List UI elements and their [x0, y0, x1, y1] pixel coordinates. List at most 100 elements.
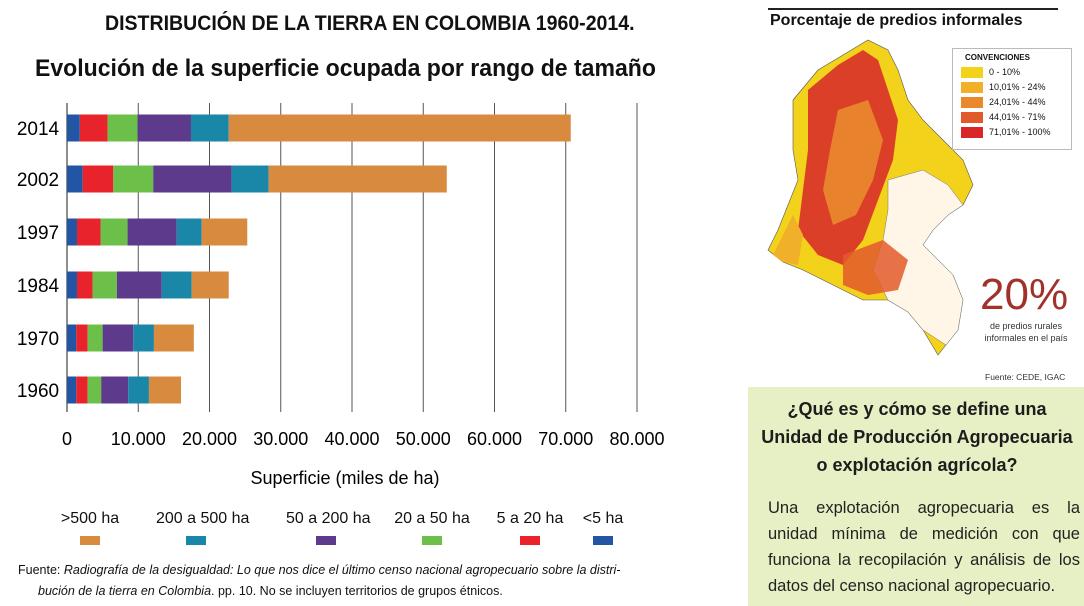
colombia-map: [767, 39, 974, 356]
bar-segment: [100, 218, 128, 246]
bar-segment: [107, 114, 138, 142]
source-italic-2: bución de la tierra en Colombia: [38, 584, 212, 598]
y-tick-label: 2002: [17, 170, 59, 191]
bar-segment: [153, 165, 232, 193]
legend-item: 50 a 200 ha: [286, 510, 371, 527]
bar-segment: [201, 218, 248, 246]
legend-item: 200 a 500 ha: [156, 510, 250, 527]
bar-segment: [76, 376, 88, 404]
bar-segment: [190, 114, 229, 142]
map-legend-swatch: [961, 127, 983, 139]
bar-segment: [153, 324, 194, 352]
info-panel: ¿Qué es y cómo se define una Unidad de P…: [748, 387, 1084, 606]
info-question: ¿Qué es y cómo se define una Unidad de P…: [761, 399, 1073, 475]
chart-title: DISTRIBUCIÓN DE LA TIERRA EN COLOMBIA 19…: [105, 12, 635, 35]
x-tick-label: 70.000: [538, 429, 593, 449]
legend-swatch: [316, 536, 336, 545]
bar-segment: [76, 271, 93, 299]
y-tick-label: 2014: [17, 119, 60, 140]
y-tick-label: 1984: [17, 276, 60, 297]
chart-bars: [67, 114, 571, 404]
map-legend-title: CONVENCIONES: [965, 53, 1030, 62]
bar-segment: [127, 218, 177, 246]
bar-segment: [191, 271, 229, 299]
map-legend-swatch: [961, 112, 983, 124]
bar-segment: [133, 324, 154, 352]
bar-segment: [79, 114, 108, 142]
bar-segment: [67, 324, 77, 352]
bar-segment: [67, 271, 77, 299]
bar-segment: [67, 376, 77, 404]
legend-item: 5 a 20 ha: [496, 510, 564, 527]
source-prefix: Fuente:: [18, 563, 64, 577]
bar-segment: [128, 376, 149, 404]
x-tick-label: 40.000: [324, 429, 379, 449]
bar-segment: [116, 271, 162, 299]
legend-swatch: [80, 536, 100, 545]
bar-segment: [148, 376, 181, 404]
bar-segment: [161, 271, 192, 299]
bar-segment: [176, 218, 202, 246]
map-legend-row: 71,01% - 100%: [961, 127, 1051, 139]
map-legend-row: 44,01% - 71%: [961, 112, 1046, 124]
left-panel: DISTRIBUCIÓN DE LA TIERRA EN COLOMBIA 19…: [17, 12, 738, 602]
source-rest: . pp. 10. No se incluyen territorios de …: [211, 584, 503, 598]
bar-segment: [67, 165, 83, 193]
bar-segment: [87, 376, 102, 404]
x-tick-label: 20.000: [182, 429, 237, 449]
legend-swatch: [422, 536, 442, 545]
map-source: Fuente: CEDE, IGAC: [985, 372, 1066, 382]
bar-segment: [76, 324, 88, 352]
bar-segment: [231, 165, 269, 193]
map-legend-label: 71,01% - 100%: [989, 127, 1051, 137]
legend-item: >500 ha: [60, 510, 120, 527]
legend-swatch: [186, 536, 206, 545]
right-panel: Porcentaje de predios informales CONVENC…: [748, 0, 1084, 606]
y-tick-label: 1997: [17, 223, 59, 244]
bar-segment: [113, 165, 154, 193]
map-legend: CONVENCIONES 0 - 10% 10,01% - 24% 24,01% -…: [952, 48, 1072, 150]
bar-segment: [82, 165, 114, 193]
bar-segment: [101, 376, 129, 404]
map-legend-swatch: [961, 82, 983, 94]
big-percentage-label: de predios rurales informales en el país: [984, 321, 1068, 343]
map-panel: Porcentaje de predios informales CONVENC…: [748, 0, 1084, 385]
map-legend-row: 24,01% - 44%: [961, 97, 1046, 109]
x-axis-label: Superficie (miles de ha): [250, 468, 439, 488]
x-tick-label: 0: [62, 429, 72, 449]
map-legend-swatch: [961, 97, 983, 109]
bar-segment: [67, 114, 80, 142]
bar-segment: [92, 271, 117, 299]
map-title-rule: [768, 8, 1058, 10]
chart-subtitle: Evolución de la superficie ocupada por r…: [35, 55, 656, 82]
x-tick-label: 10.000: [111, 429, 166, 449]
map-legend-label: 44,01% - 71%: [989, 112, 1046, 122]
x-tick-label: 30.000: [253, 429, 308, 449]
map-title: Porcentaje de predios informales: [770, 12, 1023, 29]
bar-segment: [228, 114, 571, 142]
legend-item: <5 ha: [582, 510, 624, 527]
bar-segment: [67, 218, 77, 246]
chart-grid: [66, 103, 638, 412]
map-region-pacific: [773, 215, 803, 265]
legend-item: 20 a 50 ha: [394, 510, 470, 527]
y-tick-label: 1960: [17, 381, 59, 402]
stacked-bar-chart: 2014 2002 1997 1984 1970 1960 0 10.000 20.000 30…: [17, 103, 665, 488]
map-legend-row: 0 - 10%: [961, 67, 1021, 79]
legend-swatch: [520, 536, 540, 545]
map-legend-label: 24,01% - 44%: [989, 97, 1046, 107]
bar-segment: [137, 114, 191, 142]
x-tick-label: 50.000: [396, 429, 451, 449]
bar-segment: [268, 165, 447, 193]
y-tick-label: 1970: [17, 329, 59, 350]
y-tick-labels: 2014 2002 1997 1984 1970 1960: [17, 119, 60, 402]
map-legend-swatch: [961, 67, 983, 79]
info-answer: Una explotación agropecuaria es la unida…: [768, 499, 1080, 595]
x-tick-labels: 0 10.000 20.000 30.000 40.000 50.000 60.000 70.…: [62, 429, 665, 449]
map-legend-label: 0 - 10%: [989, 67, 1021, 77]
bar-segment: [76, 218, 101, 246]
source-italic: Radiografía de la desigualdad: Lo que no…: [63, 563, 621, 577]
chart-source: Fuente: Radiografía de la desigualdad: L…: [18, 560, 738, 602]
map-region-mid: [823, 100, 883, 225]
legend-swatch: [593, 536, 613, 545]
